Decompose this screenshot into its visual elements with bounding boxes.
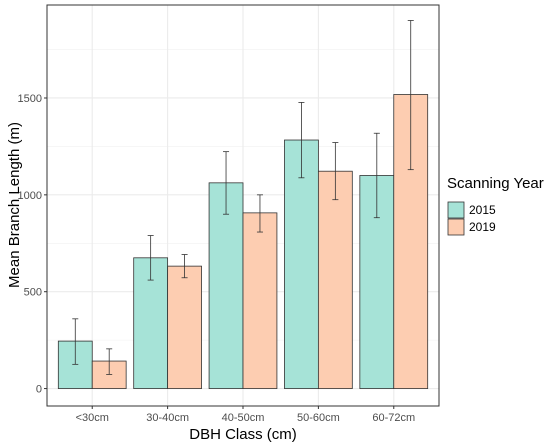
y-axis-ticks: 0 500 1000 1500 xyxy=(18,93,47,396)
error-bar-2015-2 xyxy=(223,151,230,215)
bar-2019-1 xyxy=(167,265,202,389)
x-tick-label: 60-72cm xyxy=(372,412,415,424)
error-bar-2019-1 xyxy=(181,254,188,279)
error-bar-2015-0 xyxy=(72,318,79,365)
bar-2019-3 xyxy=(317,170,353,389)
error-bar-2015-1 xyxy=(147,235,154,281)
error-bar-2015-3 xyxy=(298,102,305,179)
x-tick-label: 50-60cm xyxy=(297,412,340,424)
y-tick-label: 1000 xyxy=(18,190,42,202)
error-bar-2019-2 xyxy=(256,194,263,233)
legend-key-2015 xyxy=(447,201,465,219)
y-tick-label: 1500 xyxy=(18,93,42,105)
bar-2015-2 xyxy=(208,182,244,389)
legend-items: 2015 2019 xyxy=(447,201,496,236)
error-bar-2019-0 xyxy=(106,348,113,375)
bar-2015-3 xyxy=(284,139,319,389)
x-tick-label: 30-40cm xyxy=(146,412,189,424)
x-tick-label: <30cm xyxy=(76,412,109,424)
x-axis-ticks: <30cm 30-40cm 40-50cm 50-60cm 60-72cm xyxy=(76,406,415,424)
x-tick-label: 40-50cm xyxy=(222,412,265,424)
error-bars xyxy=(72,20,414,375)
error-bar-2019-4 xyxy=(407,20,414,171)
error-bar-2015-4 xyxy=(373,132,380,219)
bar-2015-0 xyxy=(57,340,93,389)
legend-label-2015: 2015 xyxy=(469,203,496,217)
y-tick-label: 0 xyxy=(36,384,42,396)
error-bar-2019-3 xyxy=(332,142,339,201)
legend-label-2019: 2019 xyxy=(469,220,496,234)
legend: Scanning Year 2015 2019 xyxy=(447,175,544,236)
x-axis-title: DBH Class (cm) xyxy=(189,426,297,443)
legend-key-2019 xyxy=(447,218,465,236)
y-tick-label: 500 xyxy=(24,287,42,299)
legend-title: Scanning Year xyxy=(447,175,544,192)
bar-2019-2 xyxy=(242,212,278,389)
y-axis-title: Mean Branch Length (m) xyxy=(6,122,23,288)
